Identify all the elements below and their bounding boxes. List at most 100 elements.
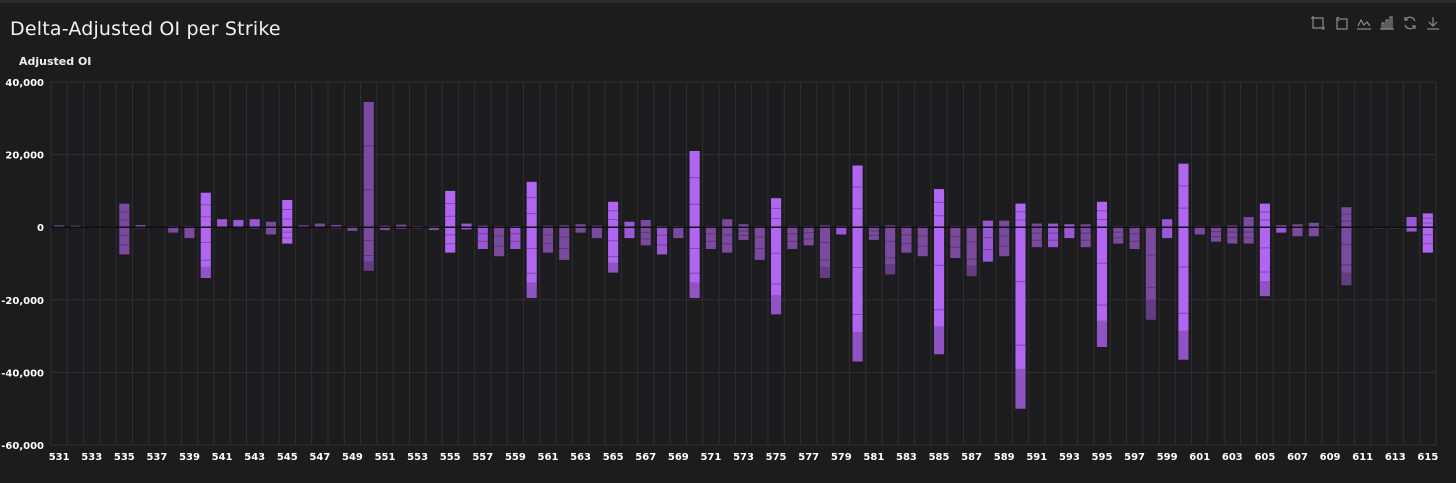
x-tick-label: 577 <box>798 452 819 463</box>
bar-strike-544[interactable] <box>265 221 277 235</box>
zoom-reset-icon[interactable] <box>1332 14 1350 32</box>
x-tick-label: 549 <box>342 452 363 463</box>
bar-chart-icon[interactable] <box>1378 14 1396 32</box>
bar-strike-605[interactable] <box>1259 203 1270 297</box>
bar-strike-615[interactable] <box>1422 213 1433 253</box>
bar-strike-588[interactable] <box>982 220 993 262</box>
bar-strike-565[interactable] <box>608 201 619 273</box>
bar-positive <box>1178 163 1189 228</box>
bar-strike-559[interactable] <box>510 226 521 249</box>
bar-strike-585[interactable] <box>933 189 945 355</box>
bar-strike-568[interactable] <box>656 226 668 255</box>
bar-strike-592[interactable] <box>1048 223 1059 248</box>
bar-negative <box>1129 227 1140 249</box>
bar-strike-562[interactable] <box>559 225 570 260</box>
bar-strike-556[interactable] <box>461 223 472 230</box>
bar-strike-540[interactable] <box>200 192 211 279</box>
bar-positive <box>624 221 635 228</box>
chart-title: Delta-Adjusted OI per Strike <box>10 18 281 40</box>
bar-strike-570[interactable] <box>689 150 700 298</box>
bar-strike-566[interactable] <box>624 221 635 239</box>
bar-strike-577[interactable] <box>803 226 814 246</box>
download-icon[interactable] <box>1424 14 1442 32</box>
bar-strike-555[interactable] <box>445 190 456 253</box>
bar-strike-572[interactable] <box>722 219 733 253</box>
bar-strike-603[interactable] <box>1227 225 1238 244</box>
vertical-gridlines <box>50 82 1437 445</box>
bar-negative <box>1080 227 1091 248</box>
bar-negative <box>901 227 912 253</box>
bar-strike-582[interactable] <box>885 225 896 275</box>
bar-negative <box>1194 227 1205 235</box>
bar-negative <box>119 227 130 255</box>
y-tick-label: -40,000 <box>1 368 44 379</box>
bar-segment-shade <box>200 266 211 279</box>
bar-negative <box>445 227 456 253</box>
bar-segment-shade <box>1096 320 1108 347</box>
bar-positive <box>771 198 782 228</box>
bar-segment-shade <box>1015 368 1026 409</box>
bar-strike-596[interactable] <box>1113 226 1124 244</box>
bar-strike-604[interactable] <box>1243 217 1254 244</box>
bar-strike-608[interactable] <box>1308 222 1319 237</box>
bar-positive <box>559 225 570 228</box>
bar-negative <box>1259 227 1270 297</box>
bar-strike-557[interactable] <box>477 225 488 249</box>
bar-strike-610[interactable] <box>1341 207 1352 286</box>
bar-negative <box>999 227 1010 257</box>
bar-positive <box>1243 217 1254 228</box>
bar-strike-586[interactable] <box>950 226 961 259</box>
bar-strike-593[interactable] <box>1064 224 1075 239</box>
bar-strike-558[interactable] <box>494 226 505 257</box>
bar-strike-590[interactable] <box>1015 203 1026 409</box>
bar-strike-614[interactable] <box>1406 217 1417 232</box>
bar-strike-587[interactable] <box>966 226 977 277</box>
bar-strike-591[interactable] <box>1031 223 1042 248</box>
bar-segment-shade <box>933 326 945 355</box>
bar-strike-560[interactable] <box>526 181 537 298</box>
bar-segment-shade <box>852 331 863 362</box>
bar-strike-580[interactable] <box>852 165 863 362</box>
bar-strike-561[interactable] <box>542 225 554 253</box>
bar-strike-550[interactable] <box>363 101 374 271</box>
bar-positive <box>852 165 863 228</box>
restore-icon[interactable] <box>1401 14 1419 32</box>
bar-strike-602[interactable] <box>1210 226 1222 242</box>
bar-strike-573[interactable] <box>738 224 749 240</box>
bar-strike-597[interactable] <box>1129 226 1140 249</box>
bar-strike-574[interactable] <box>754 226 765 260</box>
bar-negative <box>1031 227 1042 248</box>
bar-strike-595[interactable] <box>1096 201 1108 347</box>
bar-strike-535[interactable] <box>119 203 130 255</box>
bar-positive <box>1048 223 1059 228</box>
bar-positive <box>608 201 619 228</box>
bar-strike-599[interactable] <box>1162 219 1173 239</box>
bar-strike-576[interactable] <box>787 226 798 249</box>
line-chart-icon[interactable] <box>1355 14 1373 32</box>
bar-strike-584[interactable] <box>917 226 928 257</box>
bar-strike-583[interactable] <box>901 226 912 253</box>
bar-strike-600[interactable] <box>1178 163 1189 360</box>
bar-strike-575[interactable] <box>771 198 782 315</box>
bar-strike-607[interactable] <box>1292 224 1303 237</box>
bar-negative <box>1227 227 1238 244</box>
bar-positive <box>933 189 945 228</box>
bar-strike-563[interactable] <box>575 224 586 233</box>
bar-negative <box>950 227 961 259</box>
bar-strike-598[interactable] <box>1145 226 1156 320</box>
bar-negative <box>347 227 358 231</box>
bar-strike-545[interactable] <box>282 199 293 244</box>
bar-strike-567[interactable] <box>640 219 651 246</box>
x-tick-label: 605 <box>1254 452 1275 463</box>
bar-strike-589[interactable] <box>999 220 1010 257</box>
bar-strike-594[interactable] <box>1080 224 1091 248</box>
zoom-icon[interactable] <box>1309 14 1327 32</box>
bar-strike-581[interactable] <box>868 226 879 240</box>
bar-strike-571[interactable] <box>705 226 716 249</box>
bar-strike-606[interactable] <box>1276 225 1287 233</box>
x-tick-label: 565 <box>603 452 624 463</box>
x-tick-label: 583 <box>896 452 917 463</box>
bar-positive <box>1096 201 1108 228</box>
bar-strike-578[interactable] <box>819 225 831 279</box>
bar-negative <box>428 227 439 231</box>
